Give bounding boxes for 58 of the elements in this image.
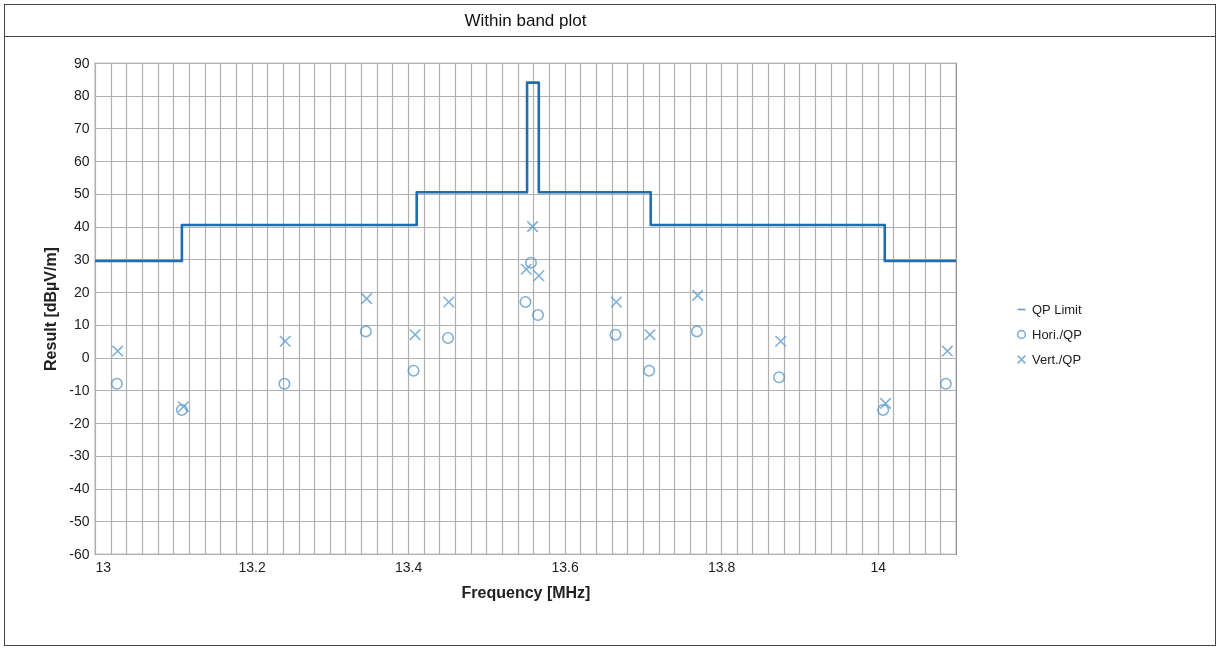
point xyxy=(609,328,622,341)
point xyxy=(877,403,890,417)
y-tick-label: -40 xyxy=(69,480,90,497)
y-tick-label: 10 xyxy=(73,316,90,333)
x-tick-label: 13.6 xyxy=(551,558,579,575)
y-tick-label: 50 xyxy=(73,185,90,202)
y-tick-label: 80 xyxy=(73,87,90,104)
y-tick-label: 90 xyxy=(73,54,90,71)
legend-label: QP Limit xyxy=(1032,301,1082,317)
y-tick-label: 0 xyxy=(81,349,90,366)
y-tick-label: -20 xyxy=(69,414,90,431)
x-tick-label: 13.4 xyxy=(394,558,423,575)
point xyxy=(643,328,656,341)
y-tick-label: 40 xyxy=(73,218,90,235)
point xyxy=(531,309,545,322)
point xyxy=(610,295,623,308)
chart-title: Within band plot xyxy=(464,11,587,30)
point xyxy=(532,269,545,282)
y-tick-label: -30 xyxy=(69,447,90,464)
x-tick-label: 14 xyxy=(870,558,887,575)
x-tick-label: 13.2 xyxy=(238,558,266,575)
y-axis-title: Result [dBµV/m] xyxy=(42,247,60,371)
point xyxy=(939,377,952,390)
point xyxy=(519,295,532,308)
legend-label: Hori./QP xyxy=(1032,326,1082,342)
point xyxy=(110,377,123,390)
legend-label: Vert./QP xyxy=(1032,351,1082,367)
point xyxy=(278,377,291,390)
point xyxy=(407,364,420,377)
y-tick-label: -10 xyxy=(69,381,90,398)
point xyxy=(441,331,455,344)
point xyxy=(690,325,703,338)
point xyxy=(773,371,786,384)
point xyxy=(520,263,533,276)
point xyxy=(442,295,455,308)
point xyxy=(879,397,892,410)
point xyxy=(774,335,787,348)
point xyxy=(941,345,954,358)
point xyxy=(279,335,292,348)
y-tick-label: 70 xyxy=(73,119,90,136)
point xyxy=(177,400,190,413)
point xyxy=(524,256,538,269)
point xyxy=(360,292,373,305)
x-axis-title: Frequency [MHz] xyxy=(461,583,591,601)
point xyxy=(359,325,372,338)
y-tick-label: 30 xyxy=(73,250,90,267)
y-tick-label: -50 xyxy=(69,512,90,529)
x-tick-label: 13 xyxy=(95,558,112,575)
point xyxy=(111,345,124,358)
point xyxy=(691,289,704,302)
point xyxy=(409,328,422,341)
y-tick-label: 20 xyxy=(73,283,90,300)
x-tick-label: 13.8 xyxy=(708,558,736,575)
point xyxy=(526,220,539,233)
point xyxy=(175,403,188,417)
y-tick-label: 60 xyxy=(73,152,90,169)
y-tick-label: -60 xyxy=(69,545,90,562)
point xyxy=(643,364,656,377)
